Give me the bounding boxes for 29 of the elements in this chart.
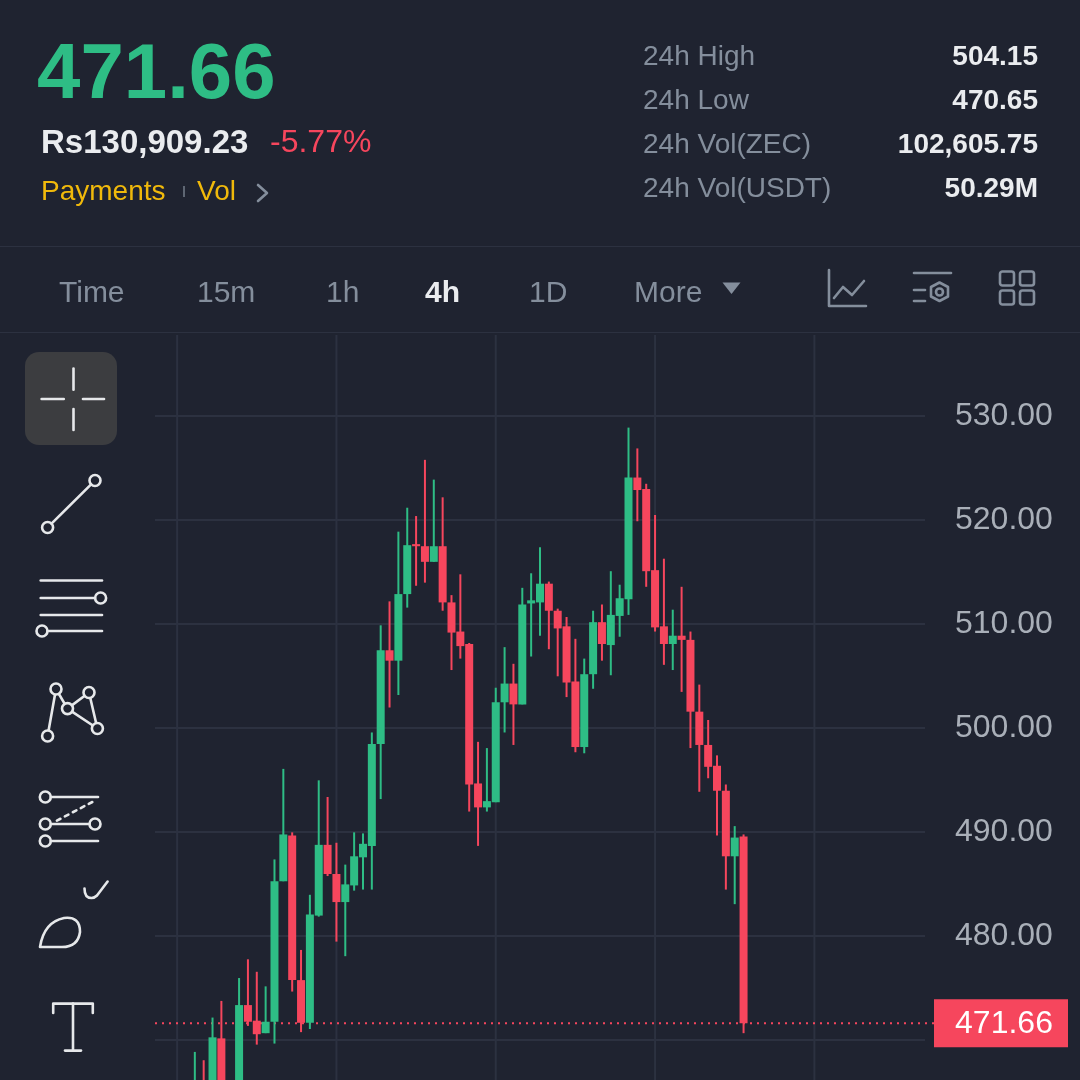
y-tick-label: 530.00 (955, 395, 1053, 432)
y-tick-label: 490.00 (955, 812, 1053, 849)
candlestick (677, 586, 686, 692)
text: Rs130,909.23 (41, 123, 249, 160)
text: 15m (197, 275, 256, 308)
text: 24h Vol(USDT) (643, 172, 832, 203)
text: 102,605.75 (897, 128, 1038, 159)
y-tick-label: 500.00 (955, 708, 1053, 745)
text: -5.77% (270, 123, 372, 159)
text: 471.66 (37, 27, 276, 115)
ref-line-label: 471.66 (955, 1004, 1053, 1041)
text: 24h Vol(ZEC) (643, 128, 812, 159)
candlestick (385, 601, 394, 708)
text: 1h (326, 275, 360, 308)
text: 50.29M (944, 172, 1038, 203)
candlestick (412, 516, 421, 586)
text: More (634, 275, 703, 308)
y-tick-label: 480.00 (955, 916, 1053, 953)
y-tick-label: 520.00 (955, 500, 1053, 537)
text: 470.65 (952, 84, 1038, 115)
y-tick-label: 510.00 (955, 604, 1053, 641)
text: 504.15 (952, 40, 1038, 71)
text: 24h High (643, 40, 756, 71)
text: 24h Low (643, 84, 749, 115)
text: 1D (529, 275, 568, 308)
text: 4h (425, 275, 461, 308)
text: Time (59, 275, 125, 308)
text: Payments (41, 175, 166, 206)
text: Vol (197, 175, 236, 206)
